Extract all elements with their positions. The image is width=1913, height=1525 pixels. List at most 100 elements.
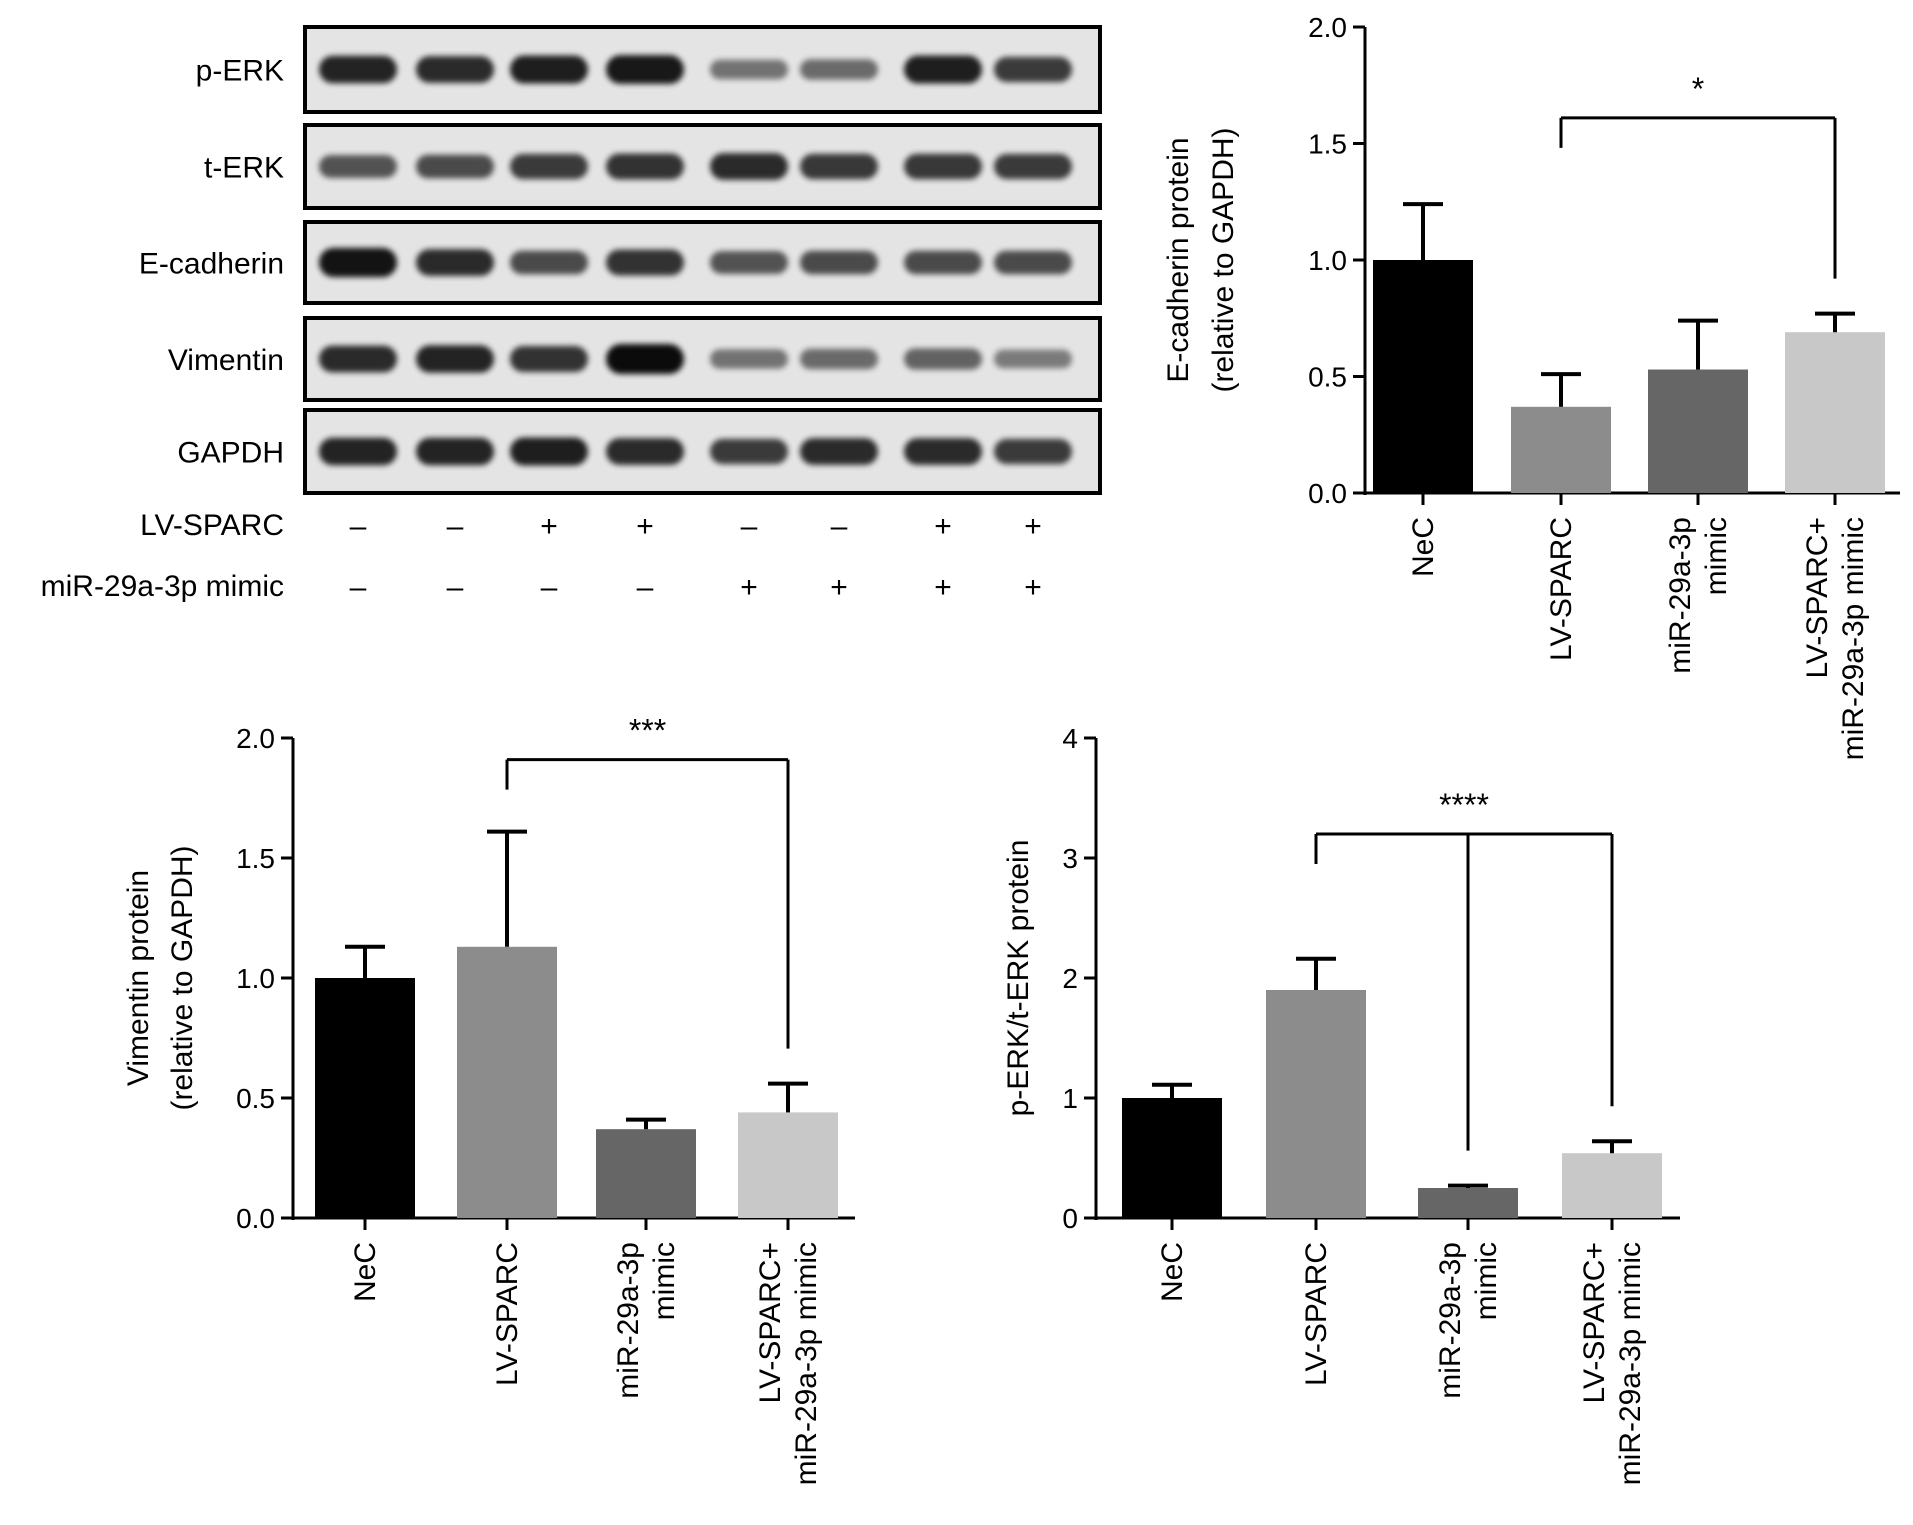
blot-band xyxy=(319,55,397,84)
y-tick-label: 1.5 xyxy=(1308,129,1347,160)
y-tick-label: 1 xyxy=(1062,1083,1078,1114)
bar xyxy=(1562,1153,1662,1218)
y-axis-label: Vimentin protein xyxy=(122,870,155,1086)
category-label: NeC xyxy=(1156,1242,1189,1302)
significance-label: **** xyxy=(1439,787,1489,823)
category-label: LV-SPARC+ xyxy=(1578,1242,1611,1403)
bar xyxy=(1648,369,1748,493)
category-label: miR-29a-3p mimic xyxy=(1614,1242,1647,1485)
category-label: mimic xyxy=(648,1242,681,1320)
blot-band xyxy=(710,153,788,180)
y-tick-label: 1.0 xyxy=(1308,245,1347,276)
blot-band xyxy=(800,250,878,275)
blot-band xyxy=(994,349,1072,369)
blot-band xyxy=(800,348,878,370)
protein-label: Vimentin xyxy=(168,344,284,377)
protein-label: t-ERK xyxy=(204,152,284,185)
condition-label: miR-29a-3p mimic xyxy=(41,570,284,603)
blot-band xyxy=(416,249,494,276)
blot-band xyxy=(904,348,982,370)
y-tick-label: 2.0 xyxy=(1308,12,1347,43)
blot-band xyxy=(416,345,494,373)
bar xyxy=(315,978,415,1218)
blot-band xyxy=(994,438,1072,465)
blot-band xyxy=(510,250,588,275)
perk-terk-chart: 0 1 2 3 4 p-ERK/t-ERK protein NeC LV-SPARC miR-2… xyxy=(1002,723,1680,1485)
condition-sign: – xyxy=(637,571,654,604)
blot-band xyxy=(904,438,982,465)
bar xyxy=(596,1129,696,1218)
blot-band xyxy=(800,438,878,465)
blot-band xyxy=(416,56,494,83)
condition-label: LV-SPARC xyxy=(140,509,284,542)
category-label: miR-29a-3p xyxy=(1664,517,1697,674)
blot-band xyxy=(800,153,878,180)
bar xyxy=(1511,406,1611,493)
category-label: miR-29a-3p xyxy=(612,1242,645,1399)
condition-sign: – xyxy=(350,510,367,543)
condition-sign: + xyxy=(540,510,558,543)
category-label: LV-SPARC+ xyxy=(754,1242,787,1403)
blot-band xyxy=(904,250,982,275)
bar xyxy=(1122,1098,1222,1218)
y-tick-label: 0.5 xyxy=(236,1083,275,1114)
y-axis-label: (relative to GAPDH) xyxy=(166,845,199,1110)
y-tick-label: 2 xyxy=(1062,963,1078,994)
blot-band xyxy=(319,247,397,278)
blot-band xyxy=(416,437,494,466)
protein-label: GAPDH xyxy=(177,437,284,470)
blot-band xyxy=(800,59,878,80)
protein-label: E-cadherin xyxy=(139,248,284,281)
blot-band xyxy=(994,56,1072,83)
condition-sign: + xyxy=(636,510,654,543)
blot-band xyxy=(710,59,788,80)
protein-label: p-ERK xyxy=(196,55,284,88)
bar xyxy=(738,1112,838,1218)
vimentin-chart: 0.0 0.5 1.0 1.5 2.0 Vimentin protein (relative… xyxy=(122,713,855,1485)
condition-sign: + xyxy=(740,571,758,604)
category-label: mimic xyxy=(1470,1242,1503,1320)
category-label: LV-SPARC+ xyxy=(1801,517,1834,678)
category-label: LV-SPARC xyxy=(1545,517,1578,661)
blot-band xyxy=(710,251,788,274)
y-tick-label: 0.0 xyxy=(1308,478,1347,509)
blot-band xyxy=(319,345,397,373)
y-axis-label: p-ERK/t-ERK protein xyxy=(1002,840,1035,1117)
blot-band xyxy=(319,155,397,178)
category-label: mimic xyxy=(1700,517,1733,595)
blot-band xyxy=(510,153,588,180)
blot-band xyxy=(606,344,684,374)
category-label: LV-SPARC xyxy=(1300,1242,1333,1386)
condition-sign: + xyxy=(1024,510,1042,543)
condition-sign: – xyxy=(741,510,758,543)
y-axis-label: E-cadherin protein xyxy=(1162,137,1195,382)
bar xyxy=(1266,990,1366,1218)
condition-sign: – xyxy=(541,571,558,604)
y-tick-label: 1.5 xyxy=(236,843,275,874)
category-label: miR-29a-3p xyxy=(1434,1242,1467,1399)
y-tick-label: 3 xyxy=(1062,843,1078,874)
y-tick-label: 0 xyxy=(1062,1203,1078,1234)
condition-sign: + xyxy=(1024,571,1042,604)
category-label: LV-SPARC xyxy=(491,1242,524,1386)
bar xyxy=(1418,1188,1518,1218)
y-tick-label: 0.5 xyxy=(1308,362,1347,393)
condition-sign: – xyxy=(447,510,464,543)
category-label: miR-29a-3p mimic xyxy=(790,1242,823,1485)
y-tick-label: 1.0 xyxy=(236,963,275,994)
significance-label: *** xyxy=(629,713,666,749)
y-tick-label: 2.0 xyxy=(236,723,275,754)
blot-band xyxy=(710,438,788,465)
blot-band xyxy=(606,55,684,84)
y-axis-label: (relative to GAPDH) xyxy=(1207,127,1240,392)
category-label: miR-29a-3p mimic xyxy=(1837,517,1870,760)
blot-band xyxy=(606,438,684,465)
blot-band xyxy=(994,250,1072,275)
y-tick-label: 4 xyxy=(1062,723,1078,754)
condition-sign: – xyxy=(447,571,464,604)
category-label: NeC xyxy=(1407,517,1440,577)
blot-band xyxy=(416,154,494,179)
condition-sign: – xyxy=(350,571,367,604)
e-cadherin-chart: 0.0 0.5 1.0 1.5 2.0 E-cadherin protein (relati… xyxy=(1162,12,1900,760)
